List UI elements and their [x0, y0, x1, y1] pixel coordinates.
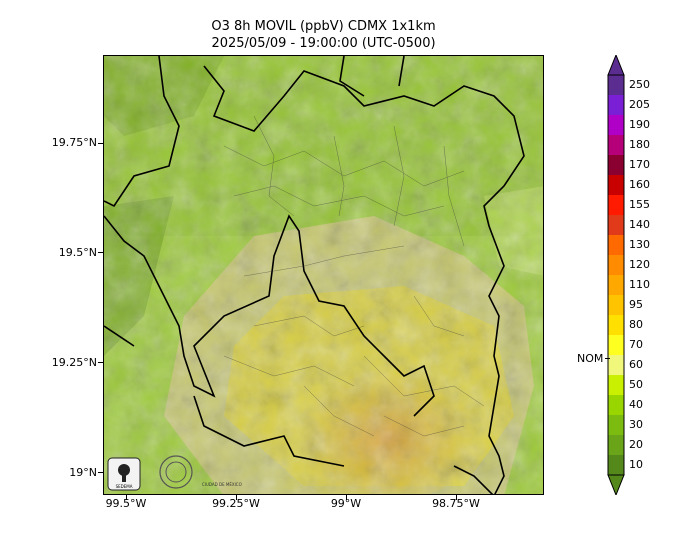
colorbar-min-extend: [607, 474, 625, 495]
colorbar-segment: [608, 335, 624, 356]
colorbar-segment: [608, 135, 624, 156]
colorbar-segment: [608, 375, 624, 396]
colorbar-label: 70: [629, 338, 643, 351]
colorbar-label: 30: [629, 418, 643, 431]
colorbar-segment: [608, 215, 624, 236]
colorbar-segment: [608, 95, 624, 116]
colorbar-label: 140: [629, 218, 650, 231]
colorbar-segment: [608, 275, 624, 296]
colorbar-segment: [608, 75, 624, 96]
colorbar-segment: [608, 255, 624, 276]
colorbar-segment: [608, 295, 624, 316]
x-tick: [126, 495, 127, 500]
y-label-19.25: 19.25°N: [51, 356, 97, 369]
colorbar-segment: [608, 435, 624, 456]
svg-text:SEDEMA: SEDEMA: [116, 484, 133, 489]
municipal-boundaries: [223, 115, 485, 437]
colorbar-label: 95: [629, 298, 643, 311]
colorbar-segment: [608, 315, 624, 336]
colorbar-label: 10: [629, 458, 643, 471]
x-tick: [236, 495, 237, 500]
colorbar-segment: [608, 415, 624, 436]
x-label-99: 99°W: [330, 497, 362, 510]
colorbar-label: 250: [629, 78, 650, 91]
colorbar-label: 190: [629, 118, 650, 131]
nom-tick: [605, 358, 610, 359]
ozone-map: SEDEMA CIUDAD DE MÉXICO: [103, 55, 544, 495]
colorbar-label: 120: [629, 258, 650, 271]
y-label-19.5: 19.5°N: [58, 246, 97, 259]
x-tick: [346, 495, 347, 500]
colorbar-max-extend: [607, 55, 625, 76]
colorbar-segment: [608, 155, 624, 176]
colorbar-label: 155: [629, 198, 650, 211]
colorbar-label: 80: [629, 318, 643, 331]
colorbar-label: 180: [629, 138, 650, 151]
colorbar-label: 50: [629, 378, 643, 391]
colorbar-label: 160: [629, 178, 650, 191]
colorbar-label: 170: [629, 158, 650, 171]
colorbar-segment: [608, 175, 624, 196]
y-tick: [98, 252, 103, 253]
colorbar-segment: [608, 355, 624, 376]
x-tick: [456, 495, 457, 500]
colorbar-label: 20: [629, 438, 643, 451]
logo-cdmx: CIUDAD DE MÉXICO: [159, 455, 242, 489]
colorbar-segment: [608, 395, 624, 416]
colorbar-segment: [608, 115, 624, 136]
y-label-19.75: 19.75°N: [51, 136, 97, 149]
map-canvas: SEDEMA CIUDAD DE MÉXICO: [104, 56, 543, 494]
colorbar-segment: [608, 235, 624, 256]
terrain-shading: [104, 56, 543, 494]
colorbar-segment: [608, 195, 624, 216]
colorbar-label: 110: [629, 278, 650, 291]
map-subtitle: 2025/05/09 - 19:00:00 (UTC-0500): [211, 36, 436, 51]
svg-text:CIUDAD DE MÉXICO: CIUDAD DE MÉXICO: [202, 482, 242, 487]
y-tick: [98, 143, 103, 144]
y-label-19: 19°N: [69, 466, 97, 479]
colorbar: [607, 55, 625, 495]
y-tick: [98, 362, 103, 363]
colorbar-segment: [608, 455, 624, 476]
colorbar-label: 205: [629, 98, 650, 111]
colorbar-label: 40: [629, 398, 643, 411]
y-tick: [98, 472, 103, 473]
colorbar-label: 130: [629, 238, 650, 251]
map-title: O3 8h MOVIL (ppbV) CDMX 1x1km: [211, 19, 436, 34]
state-boundaries: [104, 56, 525, 494]
x-label-99.5: 99.5°W: [105, 497, 147, 510]
nom-label: NOM: [577, 352, 604, 365]
x-label-98.75: 98.75°W: [432, 497, 480, 510]
colorbar-label: 60: [629, 358, 643, 371]
logo-sedema: SEDEMA: [107, 457, 141, 491]
x-label-99.25: 99.25°W: [212, 497, 260, 510]
